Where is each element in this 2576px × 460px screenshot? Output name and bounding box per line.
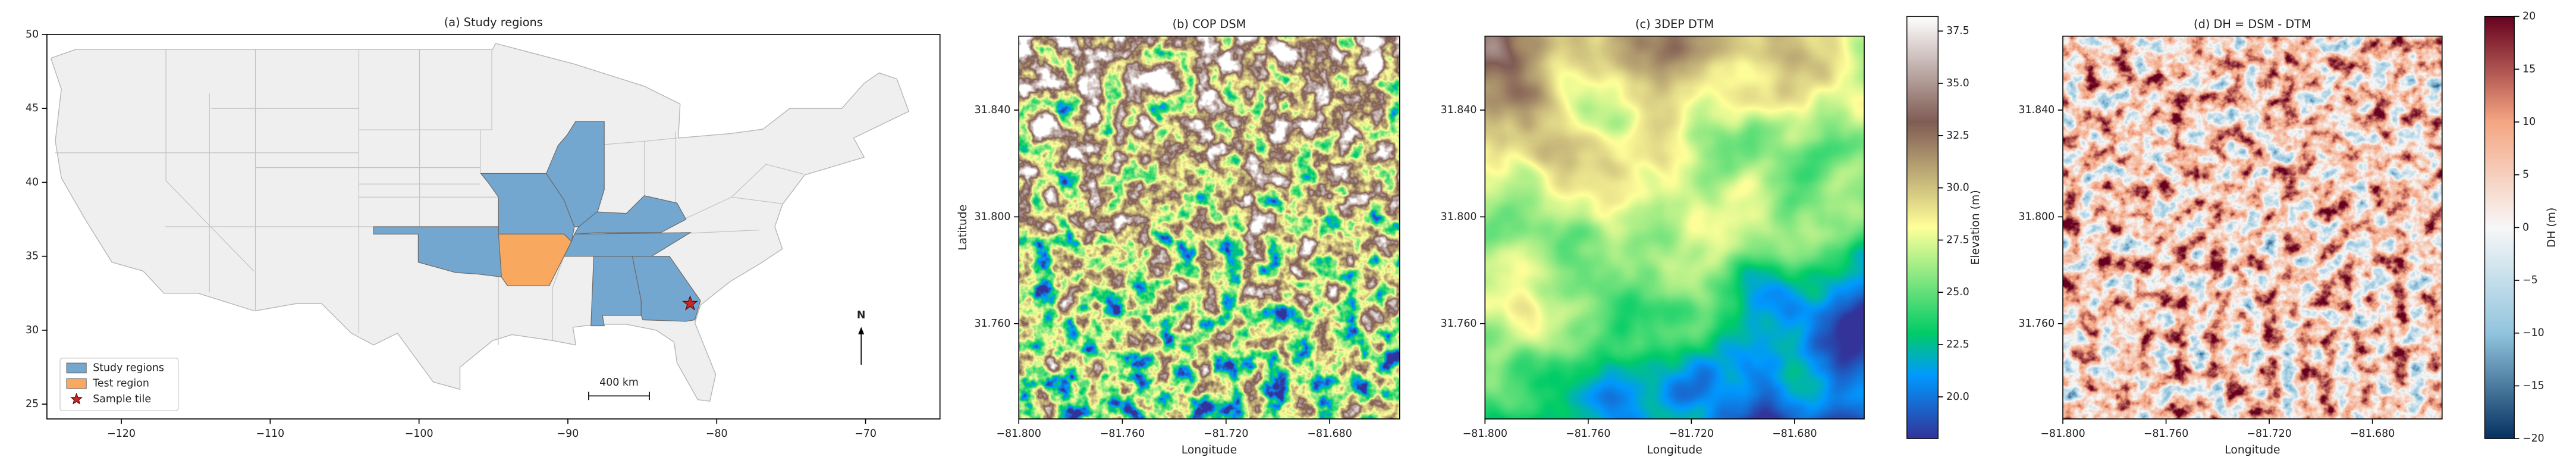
x-tick-label: −81.720 (2247, 428, 2291, 440)
north-label: N (857, 309, 866, 321)
x-tick-label: −81.800 (997, 428, 1041, 440)
axes-frame (1484, 35, 1865, 420)
colorbar-tick-label: 30.0 (1946, 182, 1969, 194)
y-tick-label: 31.840 (975, 104, 1011, 116)
colorbar-tick-label: 35.0 (1946, 77, 1969, 89)
colorbar-tick-label: −5 (2522, 274, 2538, 286)
legend: Study regions Test region Sample tile (59, 358, 179, 411)
y-tick-label: 35 (26, 251, 39, 262)
x-axis-label: Longitude (2225, 444, 2280, 456)
test-region (498, 233, 572, 286)
base-map (50, 43, 910, 402)
panel-title: (a) Study regions (444, 15, 543, 29)
colorbar-tick-label: 27.5 (1946, 234, 1969, 246)
legend-label: Study regions (93, 362, 164, 374)
colorbar-tick-label: 25.0 (1946, 286, 1969, 298)
legend-swatch (66, 378, 87, 389)
x-tick-label: −81.760 (1100, 428, 1145, 440)
x-tick-label: −110 (256, 428, 284, 440)
axes-frame (2062, 35, 2443, 420)
raster-image (2063, 36, 2442, 419)
y-tick-label: 31.760 (1441, 318, 1477, 330)
scale-bar: 400 km (588, 377, 650, 400)
colorbar-label: Elevation (m) (1969, 190, 1982, 265)
colorbar (2484, 15, 2515, 439)
x-tick-label: −81.680 (1307, 428, 1352, 440)
panel-title: (c) 3DEP DTM (1635, 17, 1714, 31)
colorbar-tick-label: 0 (2522, 221, 2529, 233)
panel-title: (d) DH = DSM - DTM (2194, 17, 2311, 31)
legend-label: Test region (92, 378, 149, 390)
colorbar-tick-label: 15 (2522, 63, 2536, 75)
x-tick-label: −70 (855, 428, 877, 440)
y-tick-label: 50 (26, 29, 39, 40)
y-tick-label: 31.760 (2018, 318, 2054, 330)
y-tick-label: 25 (26, 398, 39, 410)
x-axis-label: Longitude (1182, 444, 1237, 456)
x-tick-label: −81.720 (1204, 428, 1248, 440)
legend-marker (70, 392, 83, 405)
colorbar-tick-label: 32.5 (1946, 130, 1969, 142)
y-tick-label: 31.840 (1441, 104, 1477, 116)
colorbar-tick-label: −10 (2522, 327, 2544, 339)
x-tick-label: −81.680 (1772, 428, 1817, 440)
axes-frame (1018, 35, 1400, 420)
y-tick-label: 31.800 (975, 211, 1011, 223)
y-axis-label: Latitude (957, 205, 969, 251)
colorbar-tick-label: −20 (2522, 433, 2544, 445)
colorbar-tick-label: −15 (2522, 380, 2544, 392)
colorbar-tick-label: 10 (2522, 116, 2536, 128)
colorbar-tick-label: 22.5 (1946, 339, 1969, 351)
raster-image (1485, 36, 1865, 419)
x-tick-label: −100 (405, 428, 433, 440)
x-tick-label: −81.800 (1463, 428, 1507, 440)
x-tick-label: −80 (706, 428, 728, 440)
colorbar-tick-label: 20 (2522, 11, 2536, 23)
y-tick-label: 45 (26, 102, 39, 114)
colorbar-label: DH (m) (2546, 208, 2558, 248)
x-tick-label: −120 (107, 428, 136, 440)
x-tick-label: −81.720 (1669, 428, 1714, 440)
x-axis-label: Longitude (1647, 444, 1702, 456)
x-tick-label: −90 (557, 428, 579, 440)
axes-frame (46, 34, 941, 420)
study-region (590, 256, 642, 327)
x-tick-label: −81.680 (2350, 428, 2395, 440)
north-arrow: N (857, 309, 866, 365)
y-tick-label: 30 (26, 324, 39, 336)
y-tick-label: 31.800 (1441, 211, 1477, 223)
colorbar-tick-label: 5 (2522, 169, 2529, 181)
x-tick-label: −81.760 (1566, 428, 1610, 440)
raster-image (1019, 36, 1400, 419)
study-region (632, 256, 701, 322)
y-tick-label: 40 (26, 176, 39, 188)
panel-title: (b) COP DSM (1173, 17, 1246, 31)
y-tick-label: 31.760 (975, 318, 1011, 330)
study-region (546, 121, 605, 227)
x-tick-label: −81.800 (2040, 428, 2085, 440)
state-borders (55, 49, 804, 345)
colorbar (1906, 15, 1939, 439)
colorbar-tick-label: 37.5 (1946, 25, 1969, 37)
x-tick-label: −81.760 (2144, 428, 2188, 440)
north-arrow-head (858, 327, 865, 334)
y-tick-label: 31.840 (2018, 104, 2054, 116)
y-tick-label: 31.800 (2018, 211, 2054, 223)
sample-tile-star (682, 295, 699, 311)
us-outline (50, 43, 910, 402)
scale-bar-label: 400 km (599, 377, 639, 389)
legend-swatch (66, 362, 87, 374)
legend-box (59, 358, 179, 411)
study-region (573, 195, 687, 235)
colorbar-tick-label: 20.0 (1946, 391, 1969, 403)
legend-label: Sample tile (93, 393, 151, 405)
